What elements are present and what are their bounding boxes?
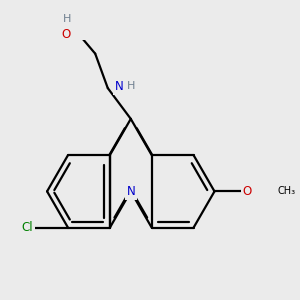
Text: CH₃: CH₃	[278, 186, 296, 197]
Text: N: N	[126, 185, 135, 198]
Text: Cl: Cl	[22, 221, 33, 234]
Text: H: H	[127, 81, 135, 91]
Text: N: N	[115, 80, 123, 93]
Text: O: O	[62, 28, 71, 40]
Text: O: O	[242, 185, 252, 198]
Text: H: H	[63, 14, 71, 24]
